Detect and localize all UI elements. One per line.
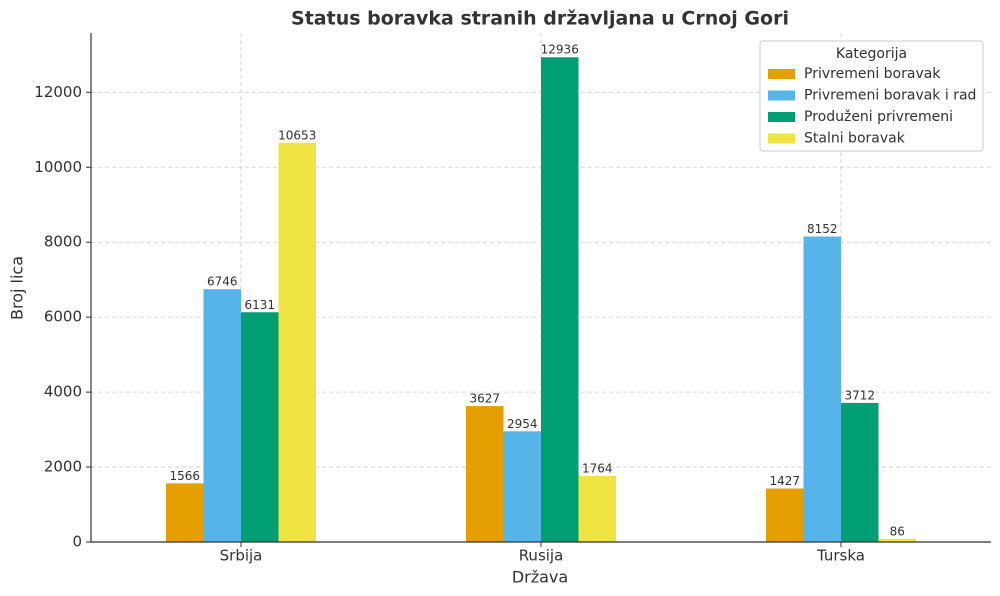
legend-title: Kategorija: [836, 46, 907, 62]
y-tick-label: 0: [72, 533, 82, 551]
legend-label: Privremeni boravak: [804, 66, 941, 82]
legend-label: Produženi privremeni: [804, 109, 953, 125]
x-tick-label: Srbija: [220, 547, 263, 565]
value-label: 1764: [582, 461, 613, 475]
bar: [166, 483, 204, 542]
legend-box: [759, 40, 984, 152]
bar: [878, 538, 916, 542]
value-label: 3712: [844, 388, 875, 402]
y-tick-label: 4000: [44, 383, 82, 401]
y-axis-label: Broj lica: [8, 256, 27, 320]
y-tick-label: 8000: [44, 233, 82, 251]
bar: [466, 406, 504, 542]
bar: [578, 475, 616, 542]
bar: [503, 431, 541, 542]
legend-swatch: [768, 90, 795, 101]
bar: [278, 142, 316, 542]
value-label: 1427: [769, 474, 800, 488]
bar: [803, 236, 841, 542]
value-label: 86: [890, 524, 905, 538]
value-label: 3627: [469, 392, 500, 406]
value-label: 2954: [507, 417, 538, 431]
y-tick-label: 10000: [34, 158, 82, 176]
legend-swatch: [768, 133, 795, 144]
value-label: 8152: [807, 222, 838, 236]
bar: [841, 402, 879, 542]
bar: [766, 488, 804, 542]
bar: [241, 312, 279, 542]
value-label: 12936: [541, 43, 579, 57]
value-label: 10653: [278, 128, 316, 142]
value-label: 6131: [244, 298, 275, 312]
legend-label: Stalni boravak: [804, 131, 906, 147]
y-tick-label: 6000: [44, 308, 82, 326]
value-label: 1566: [169, 469, 200, 483]
x-axis-label: Država: [512, 568, 568, 587]
bar: [203, 289, 241, 542]
bar: [541, 57, 579, 542]
x-tick-label: Turska: [816, 547, 865, 565]
legend-swatch: [768, 69, 795, 79]
value-label: 6746: [207, 275, 238, 289]
y-tick-label: 12000: [34, 83, 82, 101]
legend-swatch: [768, 112, 795, 122]
legend-label: Privremeni boravak i rad: [804, 88, 976, 104]
y-tick-label: 2000: [44, 458, 82, 476]
chart-title: Status boravka stranih državljana u Crno…: [291, 8, 789, 30]
x-tick-label: Rusija: [519, 547, 564, 565]
